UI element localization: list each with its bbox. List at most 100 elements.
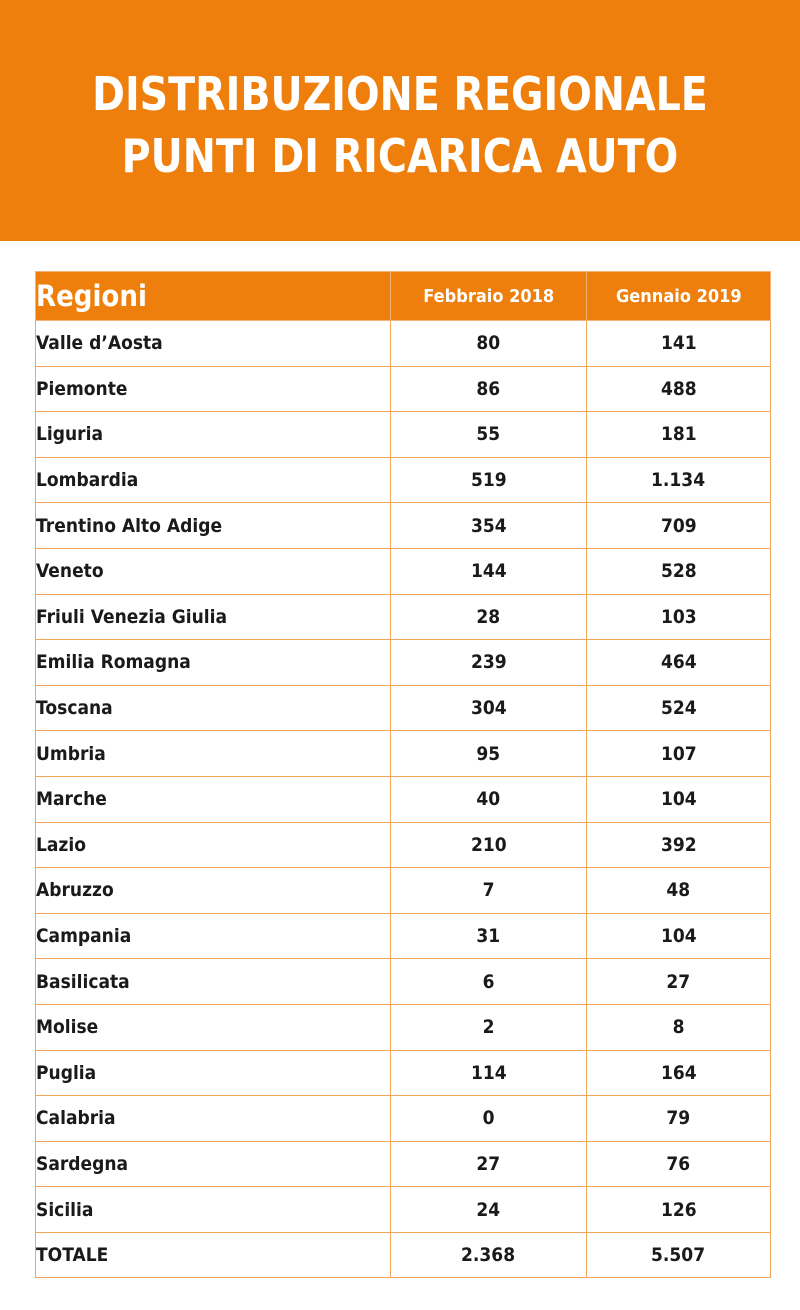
jan-2019-cell: 164 bbox=[586, 1049, 771, 1097]
cell-value: Umbria bbox=[36, 742, 106, 765]
header-febbraio-2018: Febbraio 2018 bbox=[390, 271, 587, 321]
cell-value: 104 bbox=[660, 788, 697, 811]
region-name-cell: Campania bbox=[35, 912, 391, 960]
jan-2019-cell: 27 bbox=[586, 958, 771, 1005]
title-block: DISTRIBUZIONE REGIONALE PUNTI DI RICARIC… bbox=[42, 63, 758, 187]
cell-value: 141 bbox=[660, 332, 697, 355]
region-name-cell: Trentino Alto Adige bbox=[35, 502, 391, 549]
cell-value: 0 bbox=[482, 1107, 495, 1130]
region-name-cell: Molise bbox=[35, 1003, 391, 1051]
cell-value: 76 bbox=[666, 1152, 691, 1175]
cell-value: Lazio bbox=[36, 833, 87, 856]
cell-value: 2 bbox=[482, 1016, 495, 1039]
cell-value: 210 bbox=[470, 833, 507, 856]
jan-2019-cell: 107 bbox=[586, 730, 771, 777]
cell-value: Valle d’Aosta bbox=[36, 332, 163, 355]
region-name-cell: Emilia Romagna bbox=[35, 639, 391, 686]
table-row: Piemonte 86 488 bbox=[35, 365, 771, 413]
cell-value: 107 bbox=[660, 742, 697, 765]
cell-value: 24 bbox=[476, 1198, 501, 1221]
cell-value: Molise bbox=[36, 1016, 99, 1039]
charging-points-table: Regioni Febbraio 2018 Gennaio 2019 Valle… bbox=[35, 271, 771, 1279]
cell-value: 27 bbox=[476, 1152, 501, 1175]
cell-value: 79 bbox=[666, 1107, 691, 1130]
table-row: Basilicata 6 27 bbox=[35, 958, 771, 1005]
table-row: Liguria 55 181 bbox=[35, 411, 771, 458]
cell-value: 519 bbox=[470, 469, 507, 492]
table-row: Molise 2 8 bbox=[35, 1003, 771, 1051]
cell-value: Calabria bbox=[36, 1107, 116, 1130]
cell-value: 304 bbox=[470, 697, 507, 720]
table-row: Marche 40 104 bbox=[35, 775, 771, 823]
region-name-cell: Marche bbox=[35, 775, 391, 823]
table-row: Emilia Romagna 239 464 bbox=[35, 639, 771, 686]
jan-2019-cell: 8 bbox=[586, 1003, 771, 1051]
cell-value: 86 bbox=[476, 377, 501, 400]
cell-value: 40 bbox=[476, 788, 501, 811]
feb-2018-cell: 239 bbox=[390, 639, 587, 686]
jan-2019-cell: 709 bbox=[586, 502, 771, 549]
feb-2018-cell: 27 bbox=[390, 1140, 587, 1188]
table-row: Lazio 210 392 bbox=[35, 821, 771, 869]
cell-value: 354 bbox=[470, 514, 507, 537]
jan-2019-cell: 464 bbox=[586, 639, 771, 686]
region-name-cell: Sardegna bbox=[35, 1140, 391, 1188]
cell-value: 48 bbox=[666, 879, 691, 902]
cell-value: Sardegna bbox=[36, 1152, 129, 1175]
cell-value: Puglia bbox=[36, 1061, 97, 1084]
jan-2019-cell: 1.134 bbox=[586, 456, 771, 504]
cell-value: 28 bbox=[476, 605, 501, 628]
cell-value: Lombardia bbox=[36, 469, 139, 492]
feb-2018-cell: 28 bbox=[390, 593, 587, 641]
table-row: Calabria 0 79 bbox=[35, 1095, 771, 1142]
header-gennaio-2019: Gennaio 2019 bbox=[586, 271, 771, 321]
jan-2019-cell: 488 bbox=[586, 365, 771, 413]
jan-2019-cell: 524 bbox=[586, 684, 771, 732]
feb-2018-cell: 7 bbox=[390, 867, 587, 914]
jan-2019-cell: 76 bbox=[586, 1140, 771, 1188]
jan-2019-cell: 104 bbox=[586, 775, 771, 823]
cell-value: 7 bbox=[482, 879, 495, 902]
cell-value: 239 bbox=[470, 651, 507, 674]
jan-2019-cell: 48 bbox=[586, 867, 771, 914]
cell-value: TOTALE bbox=[36, 1244, 109, 1267]
cell-value: 464 bbox=[660, 651, 697, 674]
feb-2018-cell: 210 bbox=[390, 821, 587, 869]
feb-2018-cell: 86 bbox=[390, 365, 587, 413]
table-row: Abruzzo 7 48 bbox=[35, 867, 771, 914]
table-row: Trentino Alto Adige 354 709 bbox=[35, 502, 771, 549]
header-regioni: Regioni bbox=[35, 271, 391, 321]
table-row: Puglia 114 164 bbox=[35, 1049, 771, 1097]
region-name-cell: Puglia bbox=[35, 1049, 391, 1097]
region-name-cell: Calabria bbox=[35, 1095, 391, 1142]
region-name-cell: Liguria bbox=[35, 411, 391, 458]
jan-2019-cell: 104 bbox=[586, 912, 771, 960]
cell-value: 164 bbox=[660, 1061, 697, 1084]
region-name-cell: Valle d’Aosta bbox=[35, 320, 391, 367]
table-row: Friuli Venezia Giulia 28 103 bbox=[35, 593, 771, 641]
feb-2018-cell: 519 bbox=[390, 456, 587, 504]
table-row: Sardegna 27 76 bbox=[35, 1140, 771, 1188]
feb-2018-cell: 80 bbox=[390, 320, 587, 367]
region-name-cell: TOTALE bbox=[35, 1231, 391, 1279]
cell-value: 392 bbox=[660, 833, 697, 856]
region-name-cell: Umbria bbox=[35, 730, 391, 777]
jan-2019-cell: 141 bbox=[586, 320, 771, 367]
region-name-cell: Friuli Venezia Giulia bbox=[35, 593, 391, 641]
cell-value: Liguria bbox=[36, 423, 104, 446]
cell-value: Marche bbox=[36, 788, 107, 811]
table-row: Sicilia 24 126 bbox=[35, 1186, 771, 1233]
cell-value: Veneto bbox=[36, 560, 104, 583]
feb-2018-cell: 95 bbox=[390, 730, 587, 777]
cell-value: 95 bbox=[476, 742, 501, 765]
header-label: Gennaio 2019 bbox=[615, 285, 742, 307]
cell-value: Abruzzo bbox=[36, 879, 114, 902]
feb-2018-cell: 304 bbox=[390, 684, 587, 732]
table-row: Veneto 144 528 bbox=[35, 547, 771, 595]
cell-value: 181 bbox=[660, 423, 697, 446]
cell-value: 6 bbox=[482, 970, 495, 993]
cell-value: 144 bbox=[470, 560, 507, 583]
cell-value: Trentino Alto Adige bbox=[36, 514, 223, 537]
cell-value: 2.368 bbox=[461, 1244, 516, 1267]
title-line-1: DISTRIBUZIONE REGIONALE bbox=[92, 66, 708, 121]
